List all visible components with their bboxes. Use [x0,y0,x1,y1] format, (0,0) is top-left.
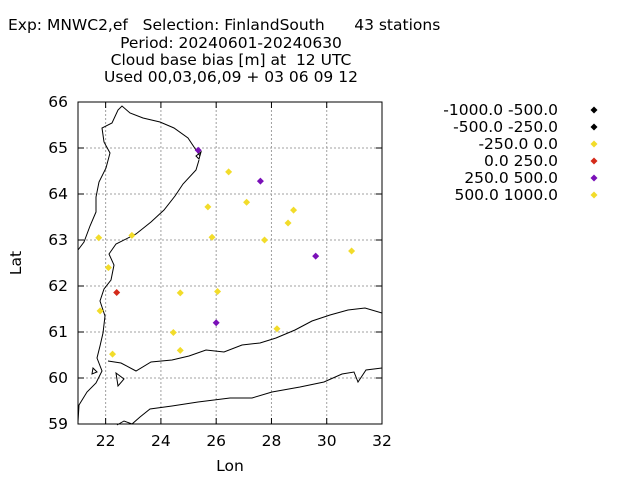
station-point [257,178,264,185]
x-tick-label: 30 [317,432,337,450]
y-tick-label: 60 [48,369,68,387]
station-point [285,219,292,226]
legend-label: 0.0 250.0 [484,152,558,170]
legend-label: 250.0 500.0 [464,169,558,187]
station-point [225,168,232,175]
station-point [109,351,116,358]
legend-label: -500.0 -250.0 [453,118,558,136]
station-point [204,203,211,210]
station-point [95,234,102,241]
grid-lines [78,102,382,424]
station-point [177,289,184,296]
legend-marker [591,158,598,165]
title-line-4: Used 00,03,06,09 + 03 06 09 12 [104,68,358,86]
legend-marker [591,141,598,148]
y-tick-label: 61 [48,323,68,341]
x-tick-label: 32 [372,432,392,450]
y-tick-label: 66 [48,93,68,111]
legend: -1000.0 -500.0-500.0 -250.0-250.0 0.00.0… [443,101,597,204]
x-axis-label: Lon [216,457,244,475]
sweden-coast [78,106,200,250]
station-point [348,248,355,255]
map-coastline [78,106,382,425]
legend-marker [591,175,598,182]
chart-title: Exp: MNWC2,ef Selection: FinlandSouth 43… [8,16,440,86]
title-line-3: Cloud base bias [m] at 12 UTC [111,51,352,69]
station-point [312,253,319,260]
aland-islands [92,368,124,386]
legend-label: 500.0 1000.0 [454,186,558,204]
y-tick-label: 65 [48,139,68,157]
y-tick-label: 64 [48,185,68,203]
legend-marker [591,124,598,131]
plot-frame [78,102,382,424]
x-tick-label: 22 [96,432,116,450]
estonia-coast [117,368,382,425]
y-axis-ticks: 59 60 61 62 63 64 65 66 [48,93,382,433]
station-markers [95,147,355,358]
title-line-1: Exp: MNWC2,ef Selection: FinlandSouth 43… [8,16,440,34]
station-point [261,237,268,244]
legend-marker [591,107,598,114]
finland-south-coast [108,308,382,371]
y-tick-label: 59 [48,415,68,433]
station-point [170,329,177,336]
station-point [113,289,120,296]
x-tick-label: 28 [262,432,282,450]
station-point [177,347,184,354]
y-axis-label: Lat [7,251,25,275]
station-point [290,207,297,214]
station-point [128,232,135,239]
x-tick-label: 24 [151,432,171,450]
y-tick-label: 63 [48,231,68,249]
legend-marker [591,192,598,199]
legend-label: -1000.0 -500.0 [443,101,558,119]
legend-label: -250.0 0.0 [478,135,558,153]
station-point [214,288,221,295]
station-point [243,199,250,206]
y-tick-label: 62 [48,277,68,295]
station-point [273,325,280,332]
title-line-2: Period: 20240601-20240630 [120,34,342,52]
x-tick-label: 26 [206,432,226,450]
station-point [213,319,220,326]
